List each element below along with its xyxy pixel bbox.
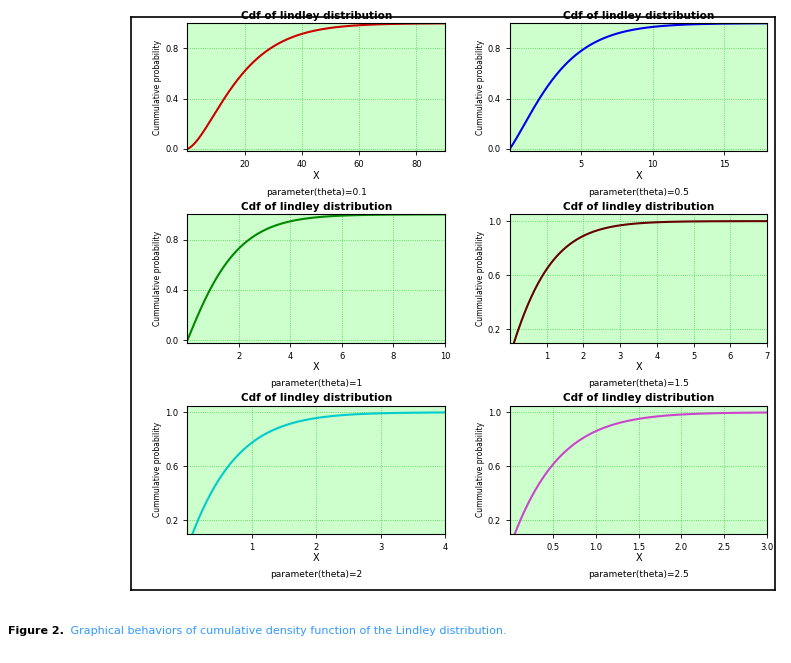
Text: parameter(theta)=2.5: parameter(theta)=2.5 bbox=[589, 570, 689, 579]
X-axis label: X: X bbox=[313, 553, 320, 563]
X-axis label: X: X bbox=[313, 171, 320, 181]
Y-axis label: Cummulative probability: Cummulative probability bbox=[153, 422, 162, 517]
X-axis label: X: X bbox=[635, 362, 642, 372]
Y-axis label: Cummulative probability: Cummulative probability bbox=[475, 40, 485, 135]
X-axis label: X: X bbox=[313, 362, 320, 372]
X-axis label: X: X bbox=[635, 171, 642, 181]
Title: Cdf of lindley distribution: Cdf of lindley distribution bbox=[240, 202, 392, 212]
Text: parameter(theta)=2: parameter(theta)=2 bbox=[271, 570, 362, 579]
Y-axis label: Cummulative probability: Cummulative probability bbox=[153, 40, 162, 135]
Text: parameter(theta)=0.5: parameter(theta)=0.5 bbox=[588, 188, 689, 197]
Title: Cdf of lindley distribution: Cdf of lindley distribution bbox=[240, 393, 392, 403]
Title: Cdf of lindley distribution: Cdf of lindley distribution bbox=[563, 202, 714, 212]
Y-axis label: Cummulative probability: Cummulative probability bbox=[475, 231, 485, 326]
Text: Figure 2.: Figure 2. bbox=[8, 627, 64, 636]
Text: Graphical behaviors of cumulative density function of the Lindley distribution.: Graphical behaviors of cumulative densit… bbox=[67, 627, 507, 636]
Text: parameter(theta)=1: parameter(theta)=1 bbox=[270, 379, 362, 388]
Title: Cdf of lindley distribution: Cdf of lindley distribution bbox=[240, 11, 392, 21]
Y-axis label: Cummulative probability: Cummulative probability bbox=[153, 231, 162, 326]
Title: Cdf of lindley distribution: Cdf of lindley distribution bbox=[563, 11, 714, 21]
Text: parameter(theta)=0.1: parameter(theta)=0.1 bbox=[266, 188, 367, 197]
Title: Cdf of lindley distribution: Cdf of lindley distribution bbox=[563, 393, 714, 403]
X-axis label: X: X bbox=[635, 553, 642, 563]
Y-axis label: Cummulative probability: Cummulative probability bbox=[475, 422, 485, 517]
Text: parameter(theta)=1.5: parameter(theta)=1.5 bbox=[588, 379, 689, 388]
